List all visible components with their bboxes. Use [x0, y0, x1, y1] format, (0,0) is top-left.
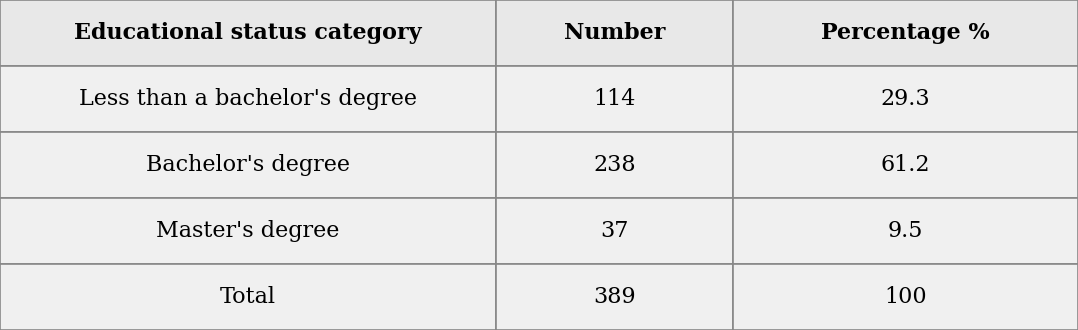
Text: 37: 37	[600, 220, 628, 242]
Bar	[0, 66, 496, 132]
Bar	[496, 0, 733, 66]
Text: Number: Number	[564, 22, 665, 44]
Text: 100: 100	[884, 286, 927, 308]
Bar	[0, 132, 496, 198]
Bar	[496, 66, 733, 132]
Text: 114: 114	[593, 88, 636, 110]
Text: 238: 238	[593, 154, 636, 176]
Bar	[733, 132, 1078, 198]
Bar	[733, 0, 1078, 66]
Text: Master's degree: Master's degree	[156, 220, 340, 242]
Bar	[733, 66, 1078, 132]
Bar	[496, 198, 733, 264]
Bar	[733, 264, 1078, 330]
Text: 29.3: 29.3	[881, 88, 930, 110]
Text: 61.2: 61.2	[881, 154, 930, 176]
Bar	[0, 198, 496, 264]
Bar	[496, 132, 733, 198]
Text: Less than a bachelor's degree: Less than a bachelor's degree	[79, 88, 417, 110]
Text: Total: Total	[220, 286, 276, 308]
Text: Percentage %: Percentage %	[821, 22, 990, 44]
Bar	[733, 198, 1078, 264]
Text: 389: 389	[593, 286, 636, 308]
Bar	[496, 264, 733, 330]
Text: Bachelor's degree: Bachelor's degree	[146, 154, 350, 176]
Bar	[0, 264, 496, 330]
Bar	[0, 0, 496, 66]
Text: Educational status category: Educational status category	[74, 22, 421, 44]
Text: 9.5: 9.5	[888, 220, 923, 242]
